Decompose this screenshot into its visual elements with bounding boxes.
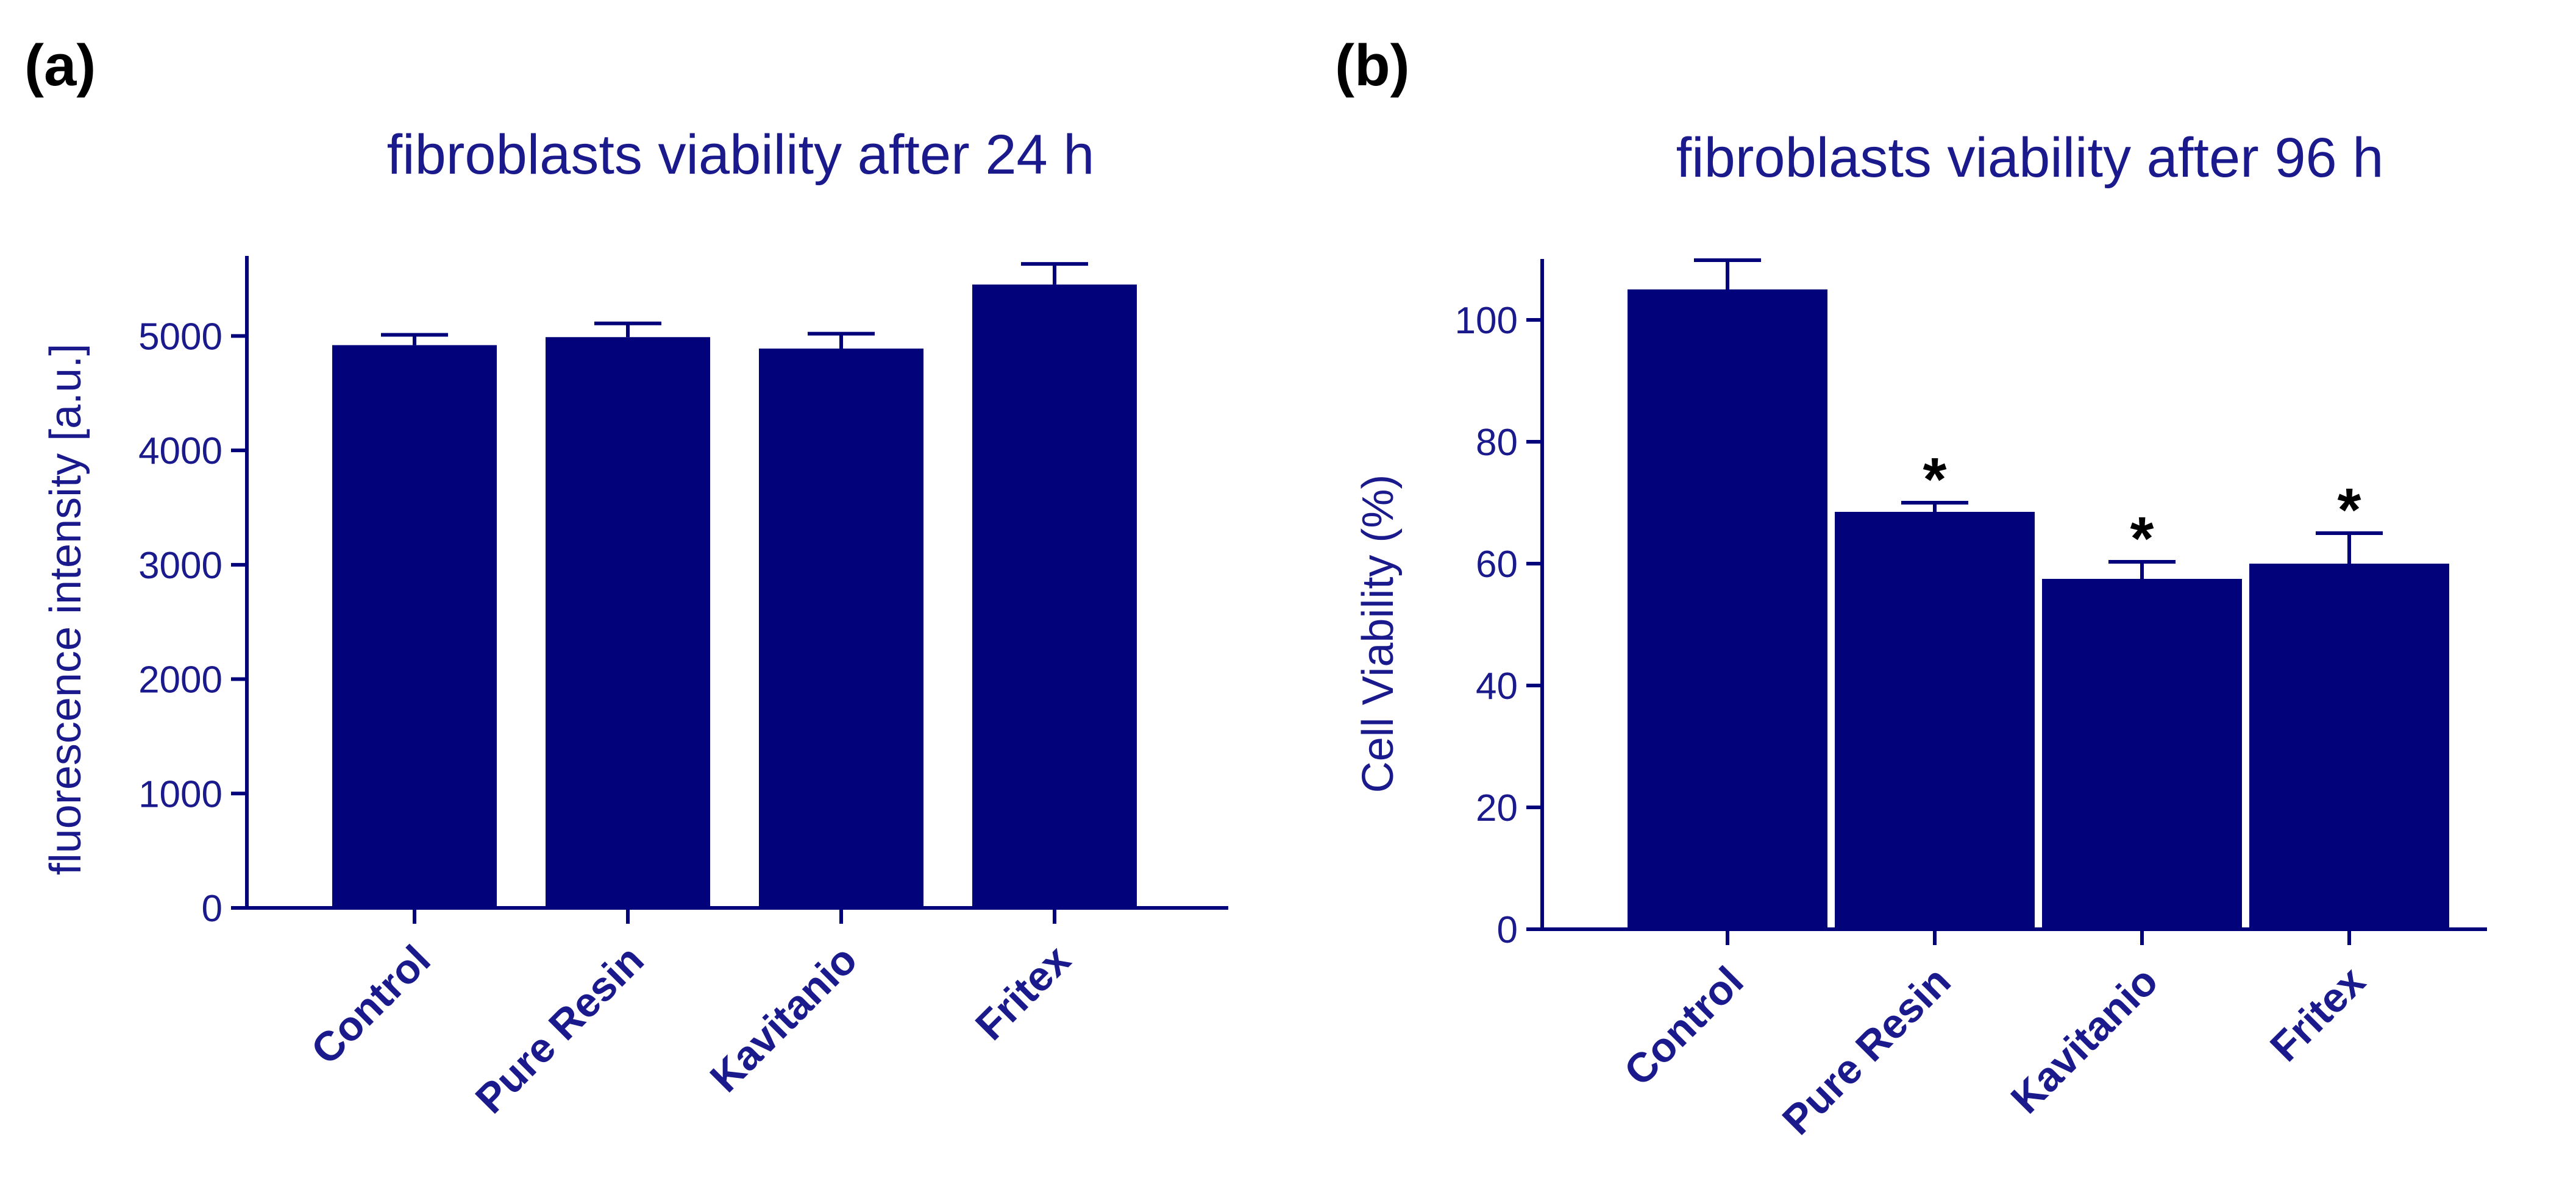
- chart-b-y-tick-label: 60: [1476, 544, 1518, 586]
- chart-a-y-tick-label: 2000: [138, 659, 222, 701]
- chart-a-y-tick-label: 5000: [138, 316, 222, 358]
- chart-a-title: fibroblasts viability after 24 h: [387, 124, 1095, 186]
- chart-b-y-tick-label: 40: [1476, 665, 1518, 707]
- bar-fritex: [2249, 564, 2449, 929]
- chart-a-y-tick-label: 0: [202, 888, 222, 930]
- chart-a-y-axis-label: fluorescence intensity [a.u.]: [41, 344, 90, 875]
- bar-fritex: [972, 284, 1137, 908]
- bar-control: [332, 345, 497, 908]
- chart-b-y-tick-label: 100: [1455, 300, 1518, 342]
- chart-a-y-tick-label: 4000: [138, 430, 222, 472]
- chart-b-y-tick-label: 0: [1497, 909, 1518, 951]
- significance-marker: *: [1923, 445, 1947, 514]
- panel-a-label: (a): [24, 33, 96, 98]
- chart-a-bars: [332, 262, 1137, 908]
- significance-marker: *: [2338, 476, 2361, 544]
- bar-pure-resin: [1835, 512, 2035, 929]
- chart-a-category-label: Pure Resin: [467, 937, 653, 1122]
- chart-b-bars: * * *: [1628, 258, 2449, 929]
- chart-a-category-label: Kavitanio: [701, 937, 866, 1101]
- chart-b-title: fibroblasts viability after 96 h: [1676, 127, 2384, 189]
- chart-a-category-label: Control: [302, 937, 439, 1074]
- chart-b-y-axis-label: Cell Viability (%): [1354, 475, 1403, 793]
- chart-b-category-label: Fritex: [2261, 958, 2374, 1071]
- chart-b-y-tick-label: 20: [1476, 787, 1518, 829]
- chart-a-category-label: Fritex: [967, 937, 1080, 1049]
- chart-a-y-tick-label: 3000: [138, 545, 222, 587]
- chart-panel-a: (a) fibroblasts viability after 24 h flu…: [24, 33, 1228, 1122]
- chart-b-category-label: Control: [1615, 958, 1752, 1095]
- chart-a-y-tick-label: 1000: [138, 773, 222, 815]
- bar-pure-resin: [546, 337, 710, 908]
- chart-b-category-label: Kavitanio: [2002, 958, 2166, 1122]
- bar-kavitanio: [2042, 579, 2242, 929]
- significance-marker: *: [2130, 505, 2154, 573]
- chart-panel-b: (b) fibroblasts viability after 96 h Cel…: [1335, 33, 2487, 1144]
- chart-b-y-tick-label: 80: [1476, 422, 1518, 464]
- panel-b-label: (b): [1335, 33, 1410, 98]
- chart-b-category-label: Pure Resin: [1774, 958, 1960, 1144]
- bar-kavitanio: [759, 349, 923, 908]
- bar-control: [1628, 289, 1827, 929]
